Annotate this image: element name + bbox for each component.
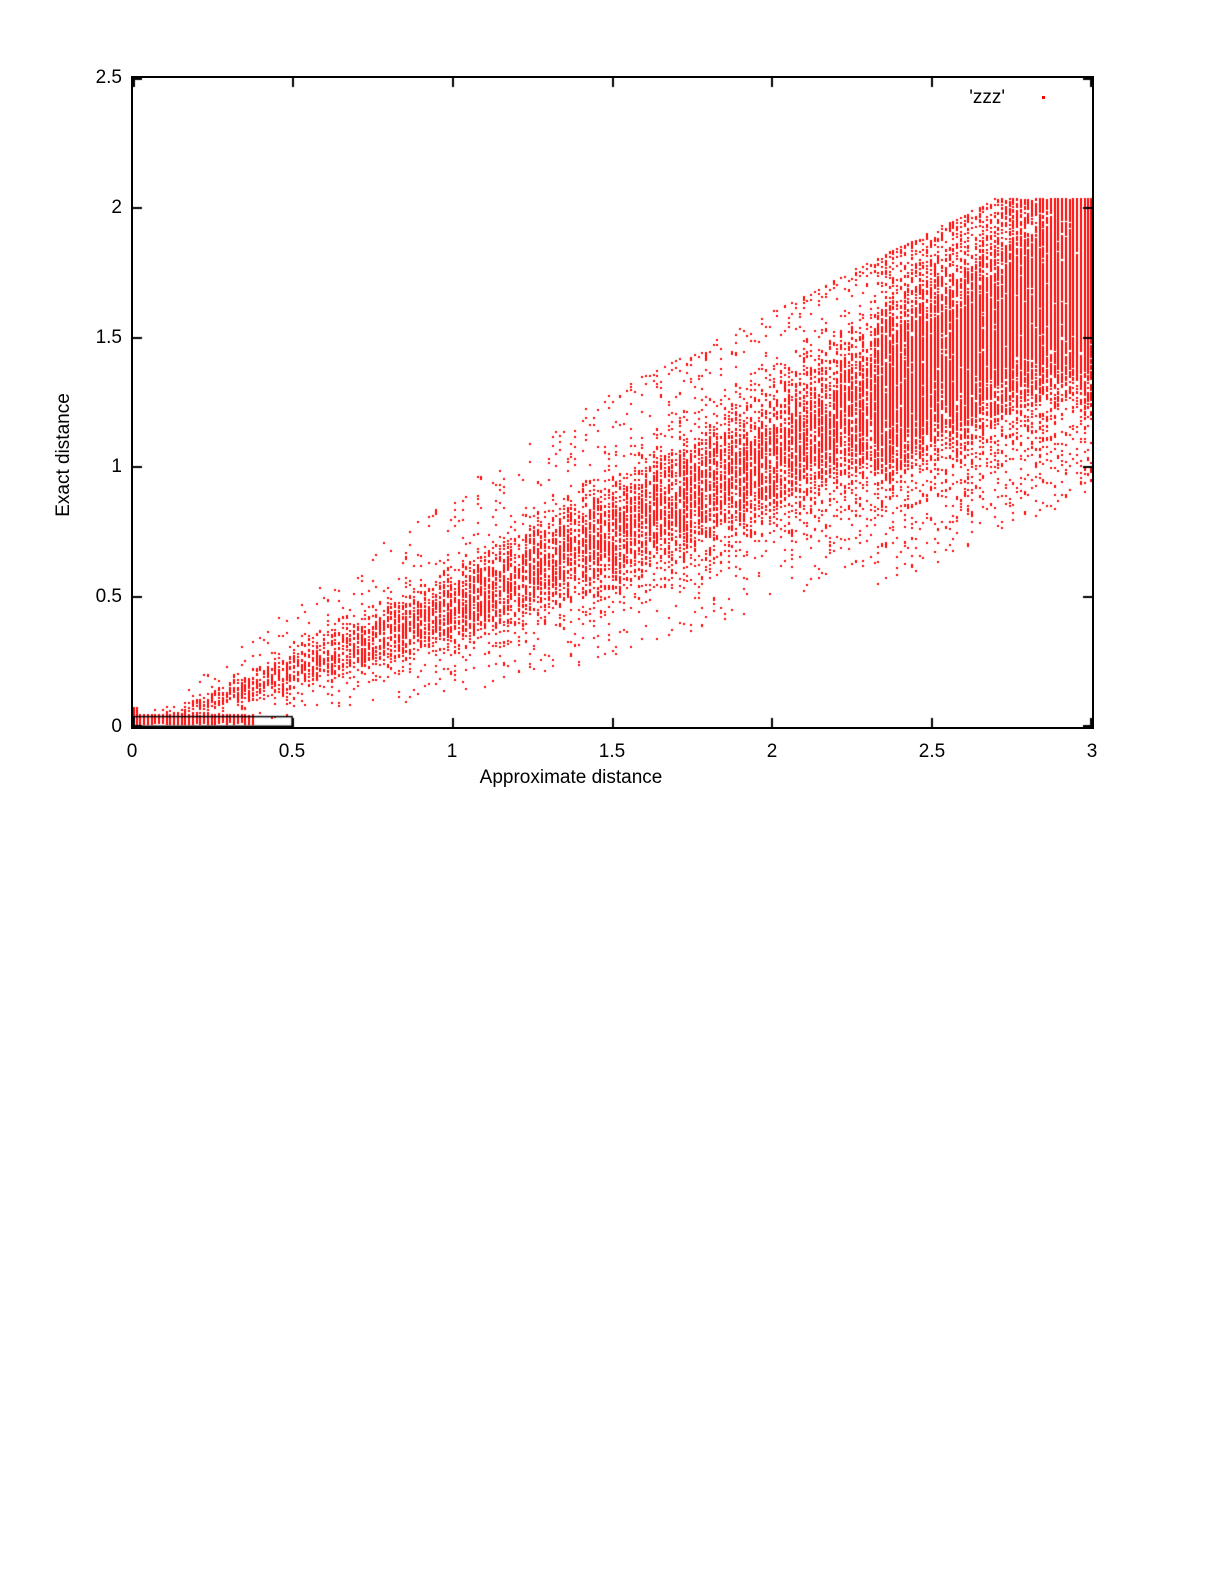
y-tick-label: 2: [111, 197, 122, 218]
x-tick-label: 3: [1086, 741, 1098, 762]
y-tick-label: 0.5: [95, 586, 122, 607]
scatter-plot: [131, 76, 1094, 729]
plot-canvas: [133, 78, 1092, 727]
x-axis-title: Approximate distance: [479, 767, 663, 788]
y-tick-label: 0: [111, 716, 122, 737]
x-tick-label: 2.5: [918, 741, 946, 762]
x-tick-label: 2: [766, 741, 778, 762]
y-tick-label: 1: [111, 456, 122, 477]
x-tick-label: 1.5: [598, 741, 626, 762]
y-axis-title: Exact distance: [53, 393, 74, 517]
x-tick-label: 1: [446, 741, 458, 762]
legend-marker-dot: [1042, 96, 1045, 99]
x-tick-label: 0.5: [278, 741, 306, 762]
y-tick-label: 2.5: [95, 67, 122, 88]
x-tick-label: 0: [126, 741, 138, 762]
y-tick-label: 1.5: [95, 327, 122, 348]
legend-series-label: 'zzz': [969, 87, 1005, 108]
